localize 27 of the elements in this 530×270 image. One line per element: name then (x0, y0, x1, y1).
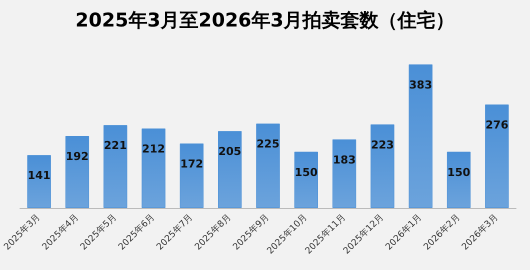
data-label: 225 (256, 138, 280, 151)
data-label: 141 (28, 169, 51, 182)
bar (256, 124, 280, 208)
bar (142, 128, 166, 208)
data-label: 150 (447, 166, 471, 179)
bar (408, 64, 432, 208)
chart-title: 2025年3月至2026年3月拍卖套数（住宅） (75, 10, 455, 32)
data-label: 205 (218, 145, 242, 158)
data-label: 223 (370, 138, 394, 152)
bar (485, 104, 509, 208)
data-label: 383 (409, 78, 432, 92)
bar (294, 152, 318, 208)
data-label: 150 (294, 166, 318, 179)
data-label: 221 (104, 139, 127, 152)
bar (370, 124, 394, 208)
bar (218, 131, 242, 208)
bar (27, 155, 51, 208)
data-label: 183 (332, 153, 356, 166)
bar (446, 152, 471, 208)
bar (104, 125, 128, 208)
data-label: 192 (66, 150, 89, 163)
bar (332, 139, 356, 208)
data-label: 276 (485, 118, 509, 132)
bar (65, 136, 90, 208)
data-label: 212 (142, 142, 166, 156)
bar (180, 144, 204, 208)
data-label: 172 (180, 158, 204, 170)
